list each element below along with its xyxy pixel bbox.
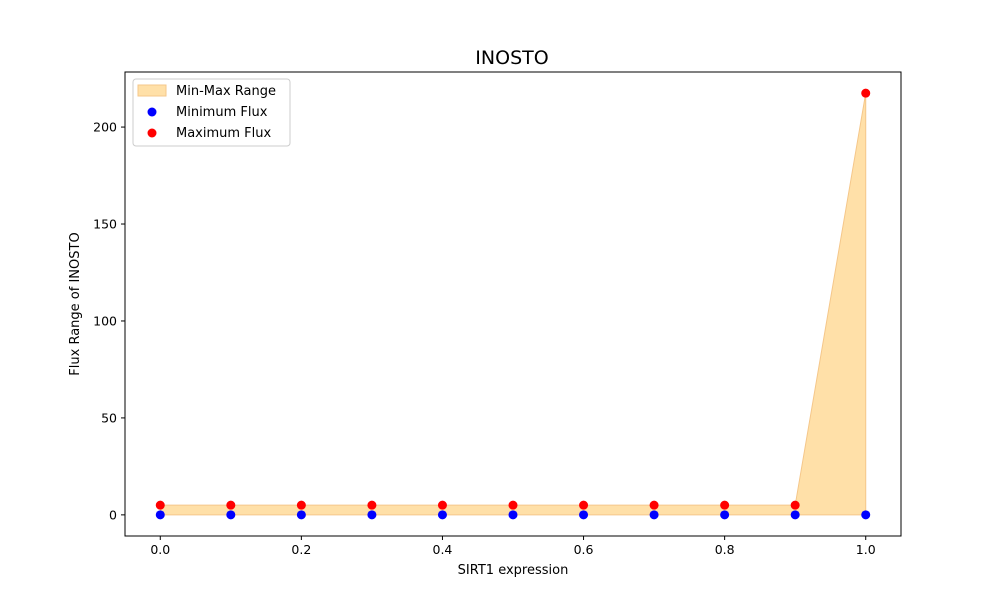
max-flux-point — [437, 500, 447, 510]
data-points — [155, 88, 871, 520]
legend-box — [132, 78, 291, 147]
max-flux-point — [508, 500, 518, 510]
min-flux-point — [720, 510, 730, 520]
legend-label-maximum: Maximum Flux — [176, 126, 272, 141]
min-flux-point — [790, 510, 800, 520]
max-flux-point — [790, 500, 800, 510]
y-tick-label: 0 — [109, 507, 117, 522]
legend-swatch-range — [137, 84, 167, 97]
min-flux-point — [296, 510, 306, 520]
x-axis-label: SIRT1 expression — [458, 563, 569, 578]
x-tick-label: 1.0 — [856, 542, 876, 557]
min-flux-point — [226, 510, 236, 520]
legend-marker-maximum — [147, 128, 157, 138]
x-tick-label: 0.2 — [291, 542, 311, 557]
min-flux-point — [367, 510, 377, 520]
min-flux-point — [155, 510, 165, 520]
max-flux-point — [226, 500, 236, 510]
chart-title: INOSTO — [475, 47, 548, 69]
min-flux-point — [861, 510, 871, 520]
legend-label-minimum: Minimum Flux — [176, 105, 268, 120]
min-flux-point — [579, 510, 589, 520]
y-tick-label: 200 — [93, 120, 117, 135]
max-flux-point — [861, 88, 871, 98]
range-fill-polygon — [159, 93, 867, 516]
max-flux-point — [720, 500, 730, 510]
y-tick-label: 150 — [93, 217, 117, 232]
x-tick-label: 0.8 — [715, 542, 735, 557]
max-flux-point — [296, 500, 306, 510]
legend: Min-Max Range Minimum Flux Maximum Flux — [132, 78, 291, 147]
x-tick-label: 0.6 — [574, 542, 594, 557]
max-flux-point — [579, 500, 589, 510]
plot-frame — [124, 71, 902, 537]
max-flux-point — [367, 500, 377, 510]
min-flux-point — [508, 510, 518, 520]
legend-marker-minimum — [147, 107, 157, 117]
x-axis: 0.0 0.2 0.4 0.6 0.8 1.0 — [150, 536, 876, 557]
min-max-range-area — [159, 93, 867, 516]
x-tick-label: 0.0 — [150, 542, 170, 557]
max-flux-point — [155, 500, 165, 510]
min-flux-point — [649, 510, 659, 520]
y-tick-label: 100 — [93, 313, 117, 328]
y-axis: 0 50 100 150 200 — [93, 120, 125, 522]
y-tick-label: 50 — [101, 410, 117, 425]
y-axis-label: Flux Range of INOSTO — [68, 232, 83, 375]
max-flux-point — [649, 500, 659, 510]
x-tick-label: 0.4 — [433, 542, 453, 557]
legend-label-range: Min-Max Range — [176, 84, 276, 99]
min-flux-point — [437, 510, 447, 520]
